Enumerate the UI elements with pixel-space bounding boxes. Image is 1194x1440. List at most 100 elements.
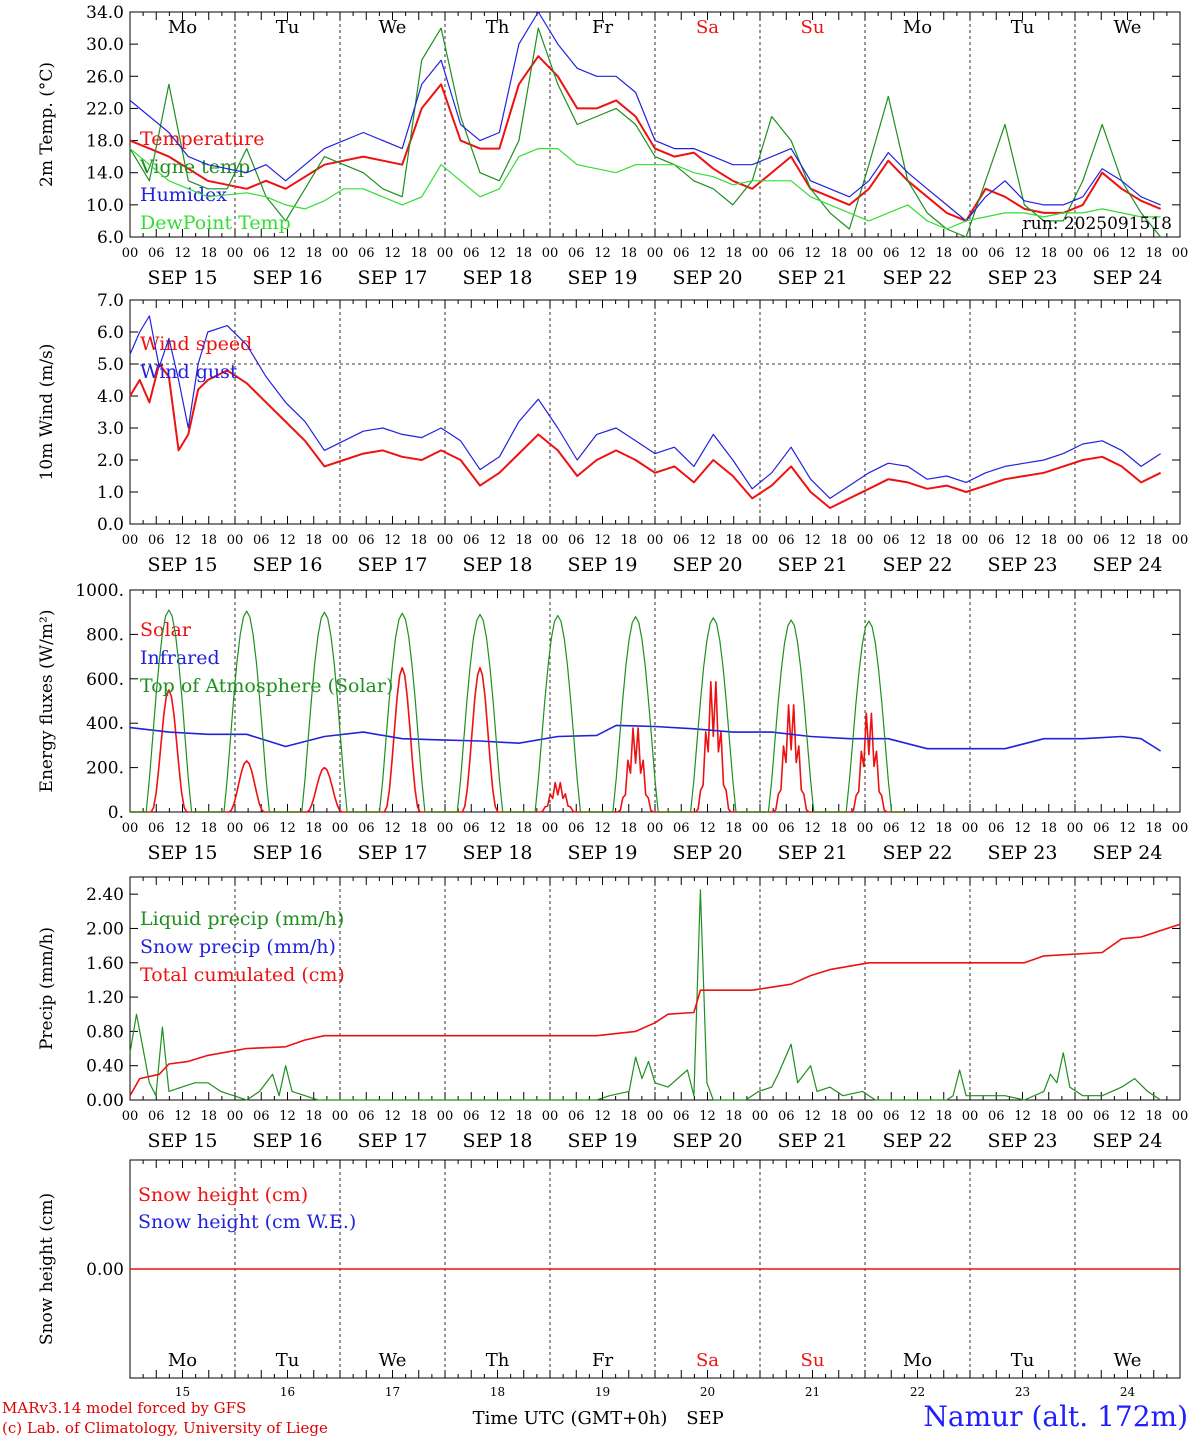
hour-tick-label: 00: [1067, 533, 1084, 548]
y-axis-title: Precip (mm/h): [37, 927, 57, 1050]
hour-tick-label: 12: [909, 1109, 926, 1124]
hour-tick-label: 18: [1145, 821, 1162, 836]
hour-tick-label: 00: [647, 533, 664, 548]
hour-tick-label: 00: [227, 246, 244, 261]
hour-tick-label: 12: [909, 821, 926, 836]
date-label: SEP 16: [253, 1130, 323, 1152]
hour-tick-label: 00: [857, 533, 874, 548]
y-tick-label: 1.60: [86, 954, 124, 974]
hour-tick-label: 06: [253, 821, 270, 836]
legend-entry: Infrared: [140, 647, 220, 669]
day-number-label: 21: [805, 1385, 820, 1399]
hour-tick-label: 00: [437, 821, 454, 836]
hour-tick-label: 12: [699, 1109, 716, 1124]
hour-tick-label: 18: [830, 533, 847, 548]
y-tick-label: 0.00: [86, 1091, 124, 1111]
hour-tick-label: 12: [174, 821, 191, 836]
y-tick-label: 2.0: [97, 451, 124, 471]
hour-tick-label: 18: [1040, 246, 1057, 261]
hour-tick-label: 00: [1172, 246, 1189, 261]
day-number-label: 16: [280, 1385, 295, 1399]
legend-entry: Snow precip (mm/h): [140, 936, 336, 958]
hour-tick-label: 18: [305, 533, 322, 548]
y-tick-label: 400.: [86, 714, 124, 734]
y-axis-title: Energy fluxes (W/m²): [37, 610, 57, 793]
hour-tick-label: 12: [804, 246, 821, 261]
x-axis-title: Time UTC (GMT+0h): [473, 1408, 668, 1429]
series-line-energy: [130, 609, 908, 813]
hour-tick-label: 06: [673, 1109, 690, 1124]
date-label: SEP 15: [148, 842, 218, 864]
hour-tick-label: 06: [568, 821, 585, 836]
hour-tick-label: 00: [752, 1109, 769, 1124]
hour-tick-label: 18: [1040, 821, 1057, 836]
hour-tick-label: 12: [174, 533, 191, 548]
hour-tick-label: 18: [305, 246, 322, 261]
hour-tick-label: 12: [1119, 1109, 1136, 1124]
hour-tick-label: 12: [594, 1109, 611, 1124]
date-label: SEP 19: [568, 267, 638, 289]
series-line-temperature: [129, 11, 1161, 222]
date-label: SEP 16: [253, 267, 323, 289]
hour-tick-label: 12: [1014, 821, 1031, 836]
hour-tick-label: 06: [673, 821, 690, 836]
hour-tick-label: 06: [148, 1109, 165, 1124]
hour-tick-label: 00: [227, 1109, 244, 1124]
hour-tick-label: 00: [647, 246, 664, 261]
date-label: SEP 24: [1093, 842, 1163, 864]
y-tick-label: 2.40: [86, 885, 124, 905]
hour-tick-label: 06: [568, 1109, 585, 1124]
day-number-label: 23: [1015, 1385, 1030, 1399]
hour-tick-label: 12: [384, 821, 401, 836]
hour-tick-label: 18: [1145, 533, 1162, 548]
hour-tick-label: 12: [594, 533, 611, 548]
hour-tick-label: 06: [463, 821, 480, 836]
date-label: SEP 21: [778, 554, 848, 576]
day-number-label: 19: [595, 1385, 610, 1399]
hour-tick-label: 18: [200, 1109, 217, 1124]
hour-tick-label: 12: [804, 1109, 821, 1124]
y-tick-label: 0.40: [86, 1057, 124, 1077]
date-label: SEP 24: [1093, 1130, 1163, 1152]
hour-tick-label: 06: [778, 1109, 795, 1124]
hour-tick-label: 00: [542, 246, 559, 261]
date-label: SEP 16: [253, 554, 323, 576]
y-tick-label: 600.: [86, 670, 124, 690]
legend-entry: Liquid precip (mm/h): [140, 908, 344, 930]
day-number-label: 18: [490, 1385, 505, 1399]
hour-tick-label: 00: [857, 821, 874, 836]
day-name-label: Mo: [903, 1350, 932, 1371]
series-line-wind: [129, 315, 1161, 499]
hour-tick-label: 00: [227, 533, 244, 548]
day-name-label: Mo: [903, 17, 932, 38]
hour-tick-label: 06: [883, 533, 900, 548]
hour-tick-label: 00: [857, 246, 874, 261]
hour-tick-label: 06: [358, 1109, 375, 1124]
hour-tick-label: 18: [935, 533, 952, 548]
hour-tick-label: 00: [122, 821, 139, 836]
hour-tick-label: 18: [725, 533, 742, 548]
hour-tick-label: 06: [988, 246, 1005, 261]
hour-tick-label: 00: [437, 246, 454, 261]
date-label: SEP 21: [778, 842, 848, 864]
y-tick-label: 2.00: [86, 919, 124, 939]
hour-tick-label: 06: [148, 821, 165, 836]
date-label: SEP 16: [253, 842, 323, 864]
date-label: SEP 17: [358, 554, 428, 576]
hour-tick-label: 00: [1172, 533, 1189, 548]
hour-tick-label: 00: [857, 1109, 874, 1124]
hour-tick-label: 12: [489, 1109, 506, 1124]
date-label: SEP 20: [673, 842, 743, 864]
hour-tick-label: 12: [384, 246, 401, 261]
day-name-label: Tu: [1011, 1350, 1035, 1371]
date-label: SEP 15: [148, 554, 218, 576]
hour-tick-label: 18: [935, 1109, 952, 1124]
y-tick-label: 10.0: [86, 196, 124, 216]
hour-tick-label: 06: [883, 246, 900, 261]
legend-entry: Wind gust: [140, 361, 238, 383]
hour-tick-label: 12: [279, 821, 296, 836]
hour-tick-label: 12: [699, 246, 716, 261]
hour-tick-label: 18: [200, 533, 217, 548]
hour-tick-label: 12: [279, 1109, 296, 1124]
date-label: SEP 20: [673, 554, 743, 576]
